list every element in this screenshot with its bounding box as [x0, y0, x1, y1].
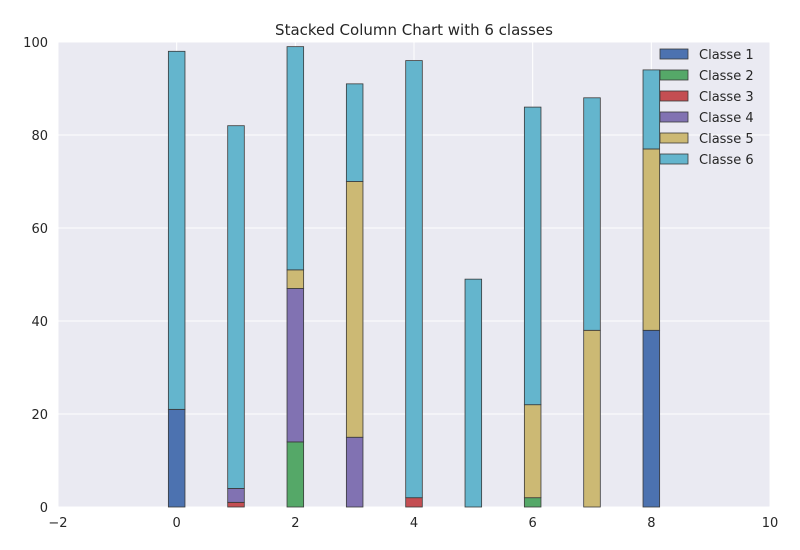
- chart-title: Stacked Column Chart with 6 classes: [275, 21, 553, 39]
- bar-segment: [464, 278, 483, 508]
- bar-segment: [167, 408, 186, 508]
- bar-segment: [405, 497, 423, 508]
- legend-label: Classe 2: [699, 69, 754, 84]
- bar-segment: [227, 487, 245, 503]
- x-tick-label: 8: [647, 516, 655, 531]
- y-tick-label: 60: [31, 222, 48, 237]
- legend-swatch: [659, 48, 689, 60]
- bar-segment: [583, 329, 601, 508]
- bar-segment: [523, 497, 542, 508]
- bars: [167, 46, 661, 508]
- legend-entry: Classe 3: [659, 90, 754, 105]
- bar-segment: [227, 501, 245, 508]
- legend-label: Classe 6: [699, 153, 754, 168]
- y-tick-label: 80: [31, 129, 48, 144]
- bar-segment: [345, 181, 364, 438]
- bar-segment: [167, 50, 186, 410]
- bar-segment: [583, 97, 601, 331]
- bar-segment: [286, 46, 305, 271]
- bar-segment: [286, 288, 305, 443]
- x-tick-label: −2: [48, 516, 67, 531]
- y-tick-label: 100: [23, 36, 48, 51]
- legend: Classe 1 Classe 2 Classe 3 Classe 4 Classe 5…: [659, 48, 754, 168]
- legend-swatch: [659, 90, 689, 102]
- bar-segment: [345, 436, 364, 508]
- bar-segment: [345, 83, 364, 182]
- x-tick-label: 2: [291, 516, 299, 531]
- bar-segment: [642, 148, 661, 331]
- bar-segment: [523, 106, 542, 406]
- x-tick-label: 10: [762, 516, 779, 531]
- legend-label: Classe 4: [699, 111, 754, 126]
- legend-swatch: [659, 111, 689, 123]
- legend-swatch: [659, 69, 689, 81]
- x-axis-ticks: −2 0 2 4 6 8 10: [48, 516, 778, 531]
- legend-label: Classe 5: [699, 132, 754, 147]
- legend-entry: Classe 2: [659, 69, 754, 84]
- bar-segment: [642, 329, 661, 508]
- legend-entry: Classe 1: [659, 48, 754, 63]
- legend-entry: Classe 4: [659, 111, 754, 126]
- bar-segment: [286, 269, 305, 289]
- bar-segment: [227, 125, 245, 489]
- y-tick-label: 0: [40, 501, 48, 516]
- legend-label: Classe 1: [699, 48, 754, 63]
- x-tick-label: 6: [529, 516, 537, 531]
- legend-swatch: [659, 153, 689, 165]
- y-axis-ticks: 0 20 40 60 80 100: [23, 36, 48, 516]
- legend-swatch: [659, 132, 689, 144]
- x-tick-label: 4: [410, 516, 418, 531]
- bar-segment: [642, 69, 661, 150]
- legend-entry: Classe 5: [659, 132, 754, 147]
- y-tick-label: 40: [31, 315, 48, 330]
- legend-label: Classe 3: [699, 90, 754, 105]
- y-tick-label: 20: [31, 408, 48, 423]
- x-tick-label: 0: [173, 516, 181, 531]
- bar-segment: [523, 404, 542, 499]
- bar-segment: [286, 441, 305, 508]
- legend-entry: Classe 6: [659, 153, 754, 168]
- bar-segment: [405, 60, 423, 499]
